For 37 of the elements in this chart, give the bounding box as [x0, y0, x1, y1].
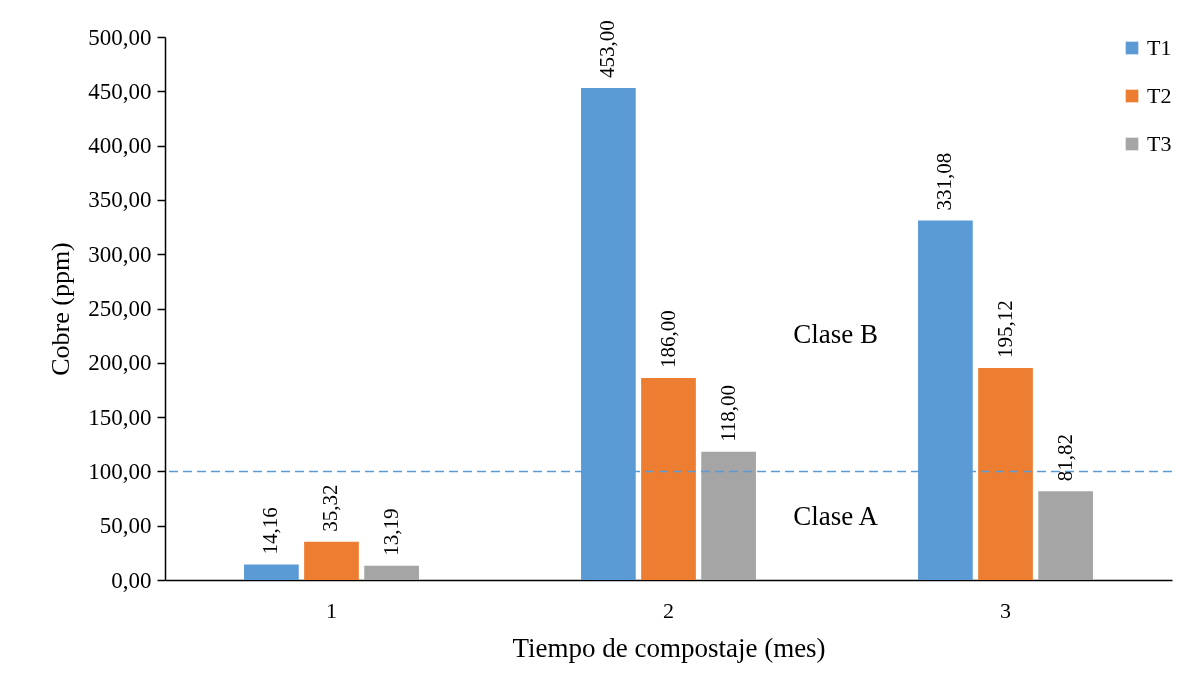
data-label: 81,82: [1052, 433, 1077, 482]
annotation: Clase A: [793, 501, 879, 532]
y-tick-label: 500,00: [88, 24, 152, 50]
bar: [641, 378, 696, 580]
bar: [978, 368, 1033, 580]
legend-label: T3: [1147, 131, 1172, 156]
data-label: 35,32: [318, 484, 343, 532]
y-tick-label: 400,00: [88, 133, 152, 159]
data-label: 118,00: [715, 384, 740, 442]
bar: [701, 451, 756, 580]
bar: [1038, 491, 1093, 580]
y-tick-label: 450,00: [88, 78, 152, 104]
legend-label: T1: [1147, 35, 1172, 60]
bar: [304, 541, 359, 580]
y-tick-label: 150,00: [88, 404, 152, 430]
data-label: 13,19: [378, 508, 403, 556]
y-tick-label: 0,00: [111, 567, 152, 593]
y-axis-title: Cobre (ppm): [46, 242, 76, 376]
bar: [364, 565, 419, 580]
bar: [244, 564, 299, 580]
y-tick-label: 200,00: [88, 350, 152, 376]
y-tick-label: 300,00: [88, 241, 152, 267]
y-tick-label: 250,00: [88, 296, 152, 321]
legend-label: T2: [1147, 83, 1172, 108]
data-label: 186,00: [655, 310, 680, 368]
x-tick-label: 1: [325, 597, 337, 623]
annotation: Clase B: [793, 319, 879, 350]
x-tick-label: 3: [1000, 597, 1012, 623]
data-label: 331,08: [932, 152, 957, 211]
data-label: 195,12: [992, 300, 1017, 359]
x-axis-title: Tiempo de compostaje (mes): [512, 632, 826, 663]
x-tick-label: 2: [663, 597, 674, 623]
data-label: 14,16: [258, 507, 283, 555]
y-tick-label: 50,00: [99, 513, 152, 539]
y-tick-label: 100,00: [88, 458, 152, 484]
data-label: 453,00: [595, 20, 620, 79]
y-tick-label: 350,00: [88, 187, 152, 213]
